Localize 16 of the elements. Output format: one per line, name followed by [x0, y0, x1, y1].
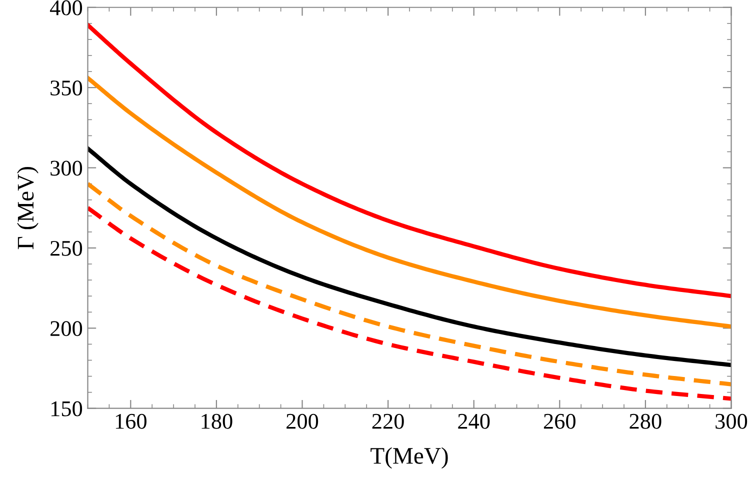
x-tick-label: 240: [458, 414, 490, 429]
y-tick-label: 200: [50, 321, 82, 336]
y-tick-label: 300: [50, 160, 82, 176]
x-tick-label: 260: [544, 414, 576, 429]
x-tick-label: 300: [716, 414, 748, 429]
y-tick-label: 250: [50, 240, 82, 256]
y-tick-label: 350: [50, 80, 82, 96]
y-axis-title: Γ (MeV): [17, 167, 38, 250]
y-tick-label: 400: [50, 0, 82, 16]
x-tick-label: 200: [286, 414, 318, 429]
x-tick-label: 180: [202, 414, 232, 429]
x-tick-label: 160: [116, 414, 146, 429]
x-tick-label: 220: [372, 414, 404, 429]
x-tick-label: 280: [630, 414, 662, 429]
x-axis-title: T(MeV): [370, 447, 448, 469]
y-tick-label: 150: [52, 401, 82, 416]
